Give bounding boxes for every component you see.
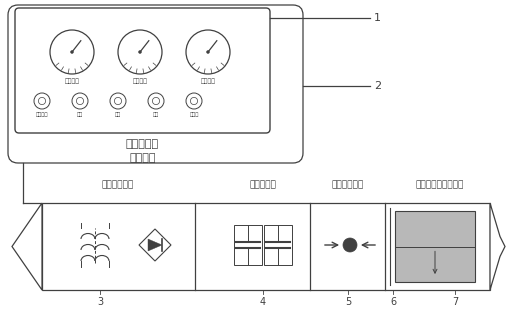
Text: 隔离切换开关: 隔离切换开关 — [332, 180, 364, 189]
Text: 功率电器: 功率电器 — [36, 112, 48, 117]
Text: 高压直流电源: 高压直流电源 — [102, 180, 134, 189]
Circle shape — [34, 93, 50, 109]
Circle shape — [70, 50, 73, 53]
Circle shape — [72, 93, 88, 109]
Circle shape — [50, 30, 94, 74]
Text: 3: 3 — [97, 297, 103, 307]
Polygon shape — [12, 203, 42, 290]
Text: 爆炸丝与含能混合物: 爆炸丝与含能混合物 — [416, 180, 464, 189]
Circle shape — [148, 93, 164, 109]
Circle shape — [186, 93, 202, 109]
Polygon shape — [148, 239, 162, 251]
Text: 1: 1 — [374, 13, 381, 23]
Text: 5: 5 — [345, 297, 351, 307]
Text: 7: 7 — [452, 297, 458, 307]
Bar — [42, 203, 490, 290]
Circle shape — [139, 50, 142, 53]
Circle shape — [206, 50, 209, 53]
FancyBboxPatch shape — [15, 8, 270, 133]
Text: 工作: 工作 — [115, 112, 121, 117]
Circle shape — [343, 238, 357, 252]
Text: 4: 4 — [260, 297, 266, 307]
Text: 电源控制柜: 电源控制柜 — [126, 139, 159, 149]
Text: 2: 2 — [374, 81, 381, 91]
Text: 充电高压: 充电高压 — [132, 78, 147, 84]
Text: 充电器: 充电器 — [189, 112, 199, 117]
Text: 6: 6 — [390, 297, 396, 307]
Text: 初裂电压: 初裂电压 — [65, 78, 80, 84]
Circle shape — [118, 30, 162, 74]
Bar — [395, 211, 475, 282]
Text: 控裂电流: 控裂电流 — [201, 78, 216, 84]
Text: 启动: 启动 — [77, 112, 83, 117]
Polygon shape — [139, 229, 171, 261]
Text: 下井电缆: 下井电缆 — [129, 153, 156, 163]
Circle shape — [110, 93, 126, 109]
Polygon shape — [490, 203, 505, 290]
Circle shape — [186, 30, 230, 74]
Bar — [264, 225, 292, 265]
Text: 脉冲电容器: 脉冲电容器 — [250, 180, 277, 189]
Bar — [234, 225, 262, 265]
Text: 保护: 保护 — [153, 112, 159, 117]
